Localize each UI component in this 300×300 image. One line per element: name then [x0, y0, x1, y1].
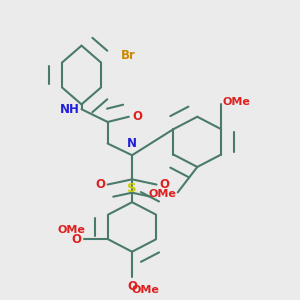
Text: O: O: [159, 178, 169, 191]
Text: O: O: [127, 280, 137, 293]
Text: OMe: OMe: [223, 97, 250, 107]
Text: NH: NH: [60, 103, 80, 116]
Text: OMe: OMe: [58, 225, 86, 235]
Text: O: O: [95, 178, 105, 191]
Text: Br: Br: [121, 49, 136, 62]
Text: OMe: OMe: [131, 285, 159, 295]
Text: N: N: [126, 137, 136, 150]
Text: O: O: [72, 233, 82, 246]
Text: OMe: OMe: [148, 189, 176, 199]
Text: O: O: [132, 110, 142, 123]
Text: S: S: [127, 182, 137, 195]
